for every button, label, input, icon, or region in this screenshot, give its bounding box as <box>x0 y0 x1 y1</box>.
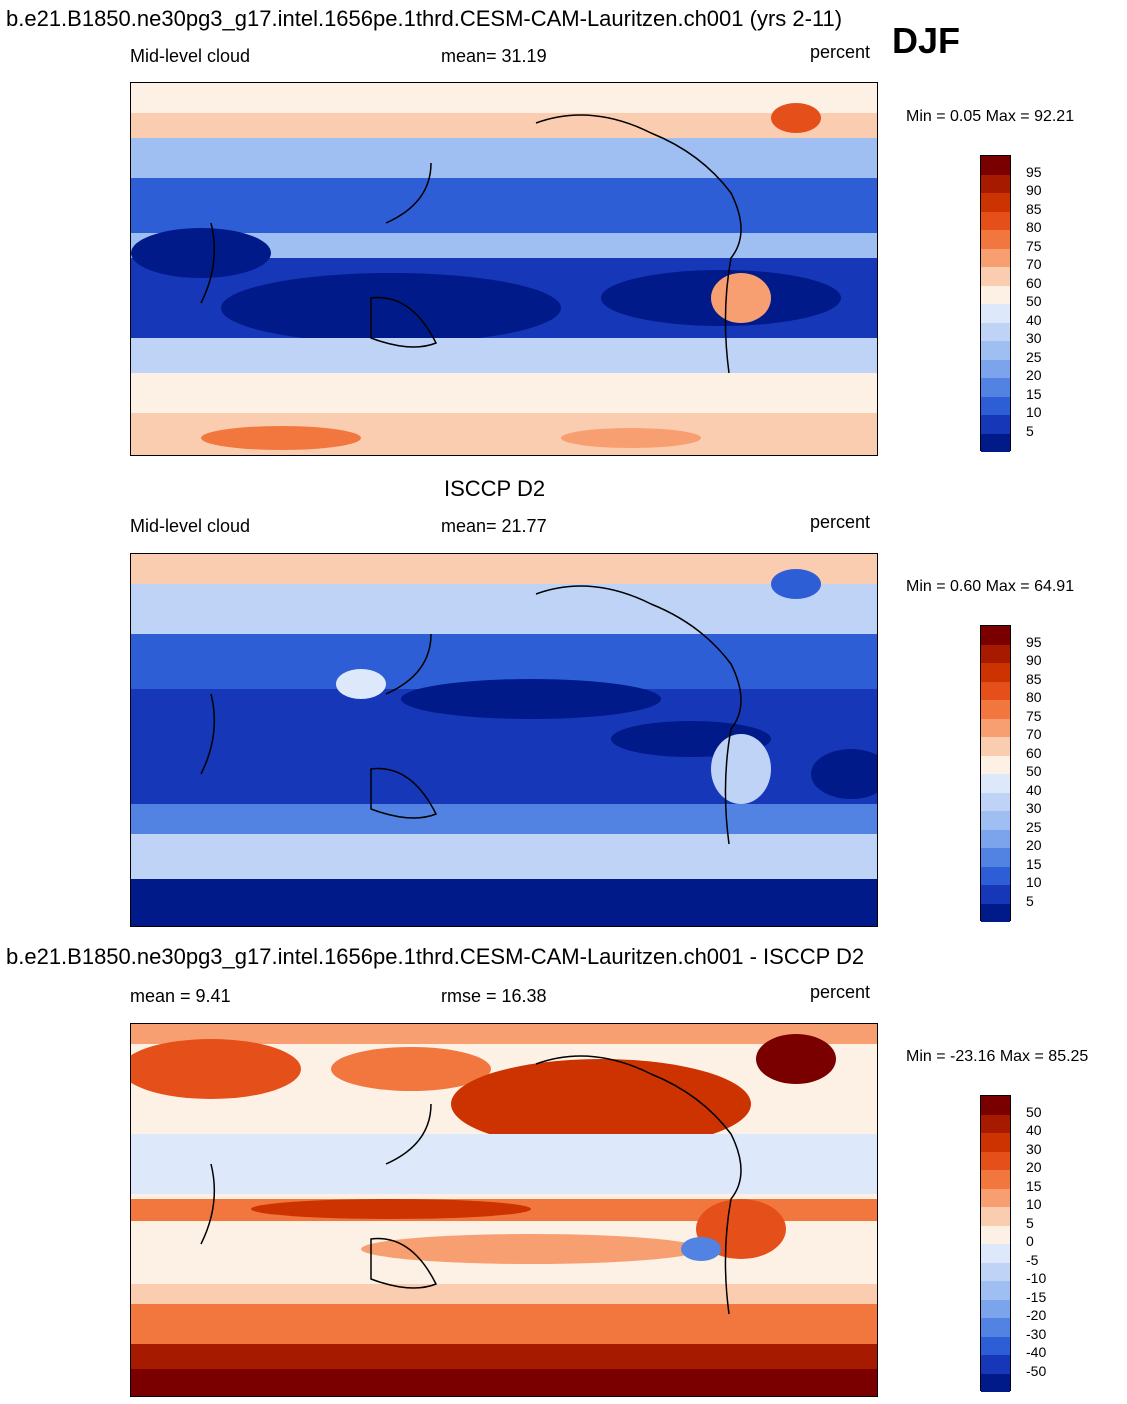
colorbar-tick: 50 <box>1026 1104 1042 1120</box>
panel-mean-label: mean= 21.77 <box>441 516 547 536</box>
colorbar-tick: 25 <box>1026 349 1042 365</box>
colorbar-diff <box>980 1095 1011 1392</box>
panel-header: b.e21.B1850.ne30pg3_g17.intel.1656pe.1th… <box>6 944 865 969</box>
colorbar-tick: -15 <box>1026 1289 1047 1305</box>
season-label: DJF <box>892 20 961 61</box>
colorbar-tick: 15 <box>1026 856 1042 872</box>
map-obs <box>130 553 878 927</box>
panel-mean-label: mean = 9.41 <box>130 986 231 1006</box>
panel-units-label: percent <box>810 982 871 1002</box>
panel-min-max: Min = 0.05 Max = 92.21 <box>906 108 1075 125</box>
colorbar-tick: 5 <box>1026 423 1034 439</box>
colorbar-tick: 20 <box>1026 837 1042 853</box>
panel-variable-label: Mid-level cloud <box>130 516 251 536</box>
colorbar-tick: 70 <box>1026 256 1042 272</box>
panel-header: ISCCP D2 <box>444 476 546 501</box>
colorbar-tick: 50 <box>1026 763 1042 779</box>
colorbar-tick: 20 <box>1026 367 1042 383</box>
colorbar-tick: 40 <box>1026 312 1042 328</box>
colorbar-tick: 10 <box>1026 874 1042 890</box>
colorbar-tick: 95 <box>1026 634 1042 650</box>
colorbar-tick: 75 <box>1026 238 1042 254</box>
panel-mean-label: mean= 31.19 <box>441 46 547 66</box>
colorbar-tick: 80 <box>1026 219 1042 235</box>
colorbar-tick: 85 <box>1026 671 1042 687</box>
panel-units-label: percent <box>810 512 871 532</box>
colorbar-tick: 80 <box>1026 689 1042 705</box>
colorbar-tick: 30 <box>1026 800 1042 816</box>
colorbar-tick: 15 <box>1026 1178 1042 1194</box>
colorbar-tick: 10 <box>1026 404 1042 420</box>
colorbar-tick: 30 <box>1026 1141 1042 1157</box>
colorbar-tick: 85 <box>1026 201 1042 217</box>
colorbar-tick: 95 <box>1026 164 1042 180</box>
colorbar-tick: 75 <box>1026 708 1042 724</box>
colorbar-tick: -30 <box>1026 1326 1047 1342</box>
colorbar-tick: -20 <box>1026 1307 1047 1323</box>
colorbar-obs <box>980 625 1011 922</box>
colorbar-tick: 5 <box>1026 893 1034 909</box>
colorbar-tick: 25 <box>1026 819 1042 835</box>
colorbar-tick: 40 <box>1026 1122 1042 1138</box>
colorbar-tick: 5 <box>1026 1215 1034 1231</box>
colorbar-tick: 0 <box>1026 1233 1034 1249</box>
colorbar-tick: 50 <box>1026 293 1042 309</box>
panel-variable-label: Mid-level cloud <box>130 46 251 66</box>
colorbar-tick: -50 <box>1026 1363 1047 1379</box>
colorbar-tick: 90 <box>1026 182 1042 198</box>
colorbar-tick: 30 <box>1026 330 1042 346</box>
panel-rmse-label: rmse = 16.38 <box>441 986 547 1006</box>
colorbar-model <box>980 155 1011 452</box>
colorbar-tick: 60 <box>1026 275 1042 291</box>
colorbar-tick: 40 <box>1026 782 1042 798</box>
colorbar-tick: -10 <box>1026 1270 1047 1286</box>
colorbar-tick: -40 <box>1026 1344 1047 1360</box>
panel-units-label: percent <box>810 42 871 62</box>
map-model <box>130 82 878 456</box>
colorbar-tick: 60 <box>1026 745 1042 761</box>
panel-min-max: Min = -23.16 Max = 85.25 <box>906 1048 1089 1065</box>
colorbar-tick: 15 <box>1026 386 1042 402</box>
colorbar-tick: 10 <box>1026 1196 1042 1212</box>
colorbar-tick: 70 <box>1026 726 1042 742</box>
map-diff <box>130 1023 878 1397</box>
colorbar-tick: -5 <box>1026 1252 1039 1268</box>
panel-min-max: Min = 0.60 Max = 64.91 <box>906 578 1075 595</box>
colorbar-tick: 20 <box>1026 1159 1042 1175</box>
figure-title: b.e21.B1850.ne30pg3_g17.intel.1656pe.1th… <box>6 6 843 31</box>
colorbar-tick: 90 <box>1026 652 1042 668</box>
